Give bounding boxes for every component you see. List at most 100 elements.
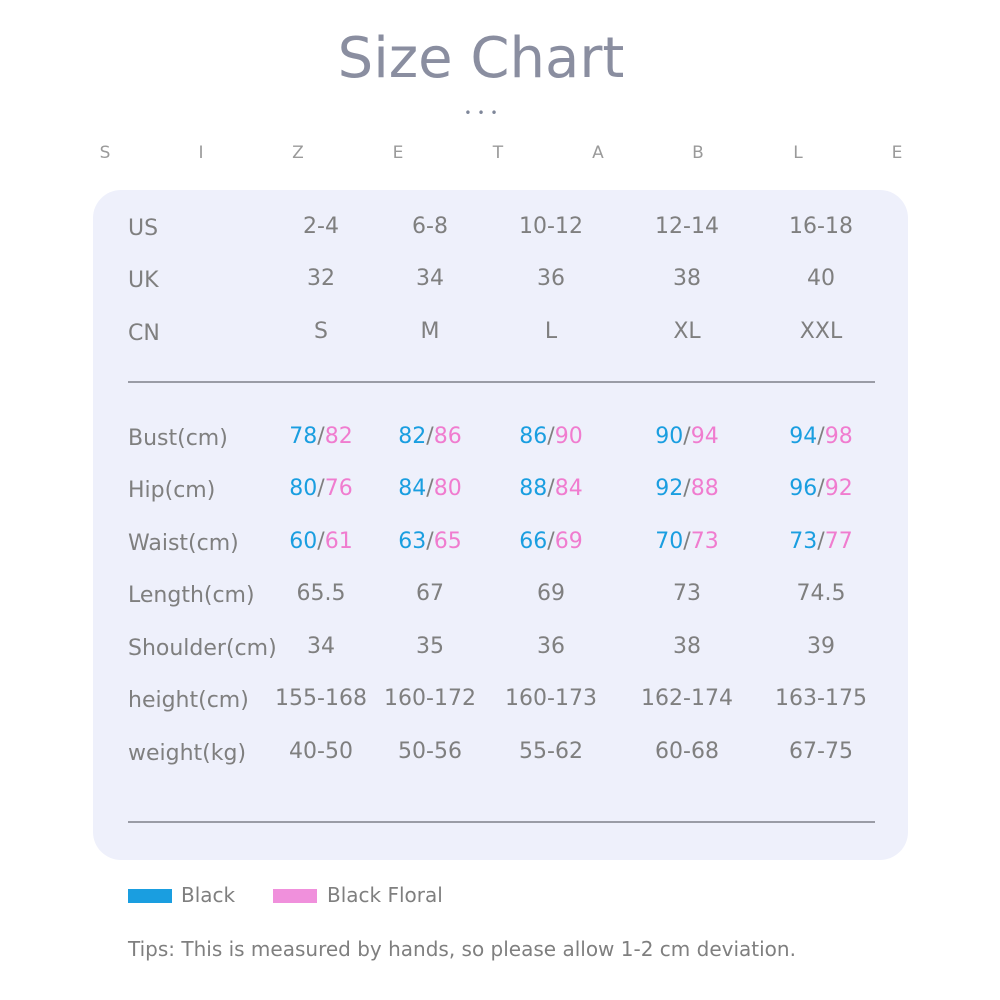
dual-value-cell: 94/98 bbox=[789, 424, 852, 449]
measure-cell: 39 bbox=[807, 634, 835, 659]
value-separator: / bbox=[547, 476, 555, 501]
floral-value: 94 bbox=[690, 424, 719, 449]
measure-cell: 67-75 bbox=[789, 739, 853, 764]
dual-value-cell: 63/65 bbox=[398, 529, 461, 554]
value-separator: / bbox=[426, 529, 434, 554]
value-separator: / bbox=[317, 424, 325, 449]
measure-cell: 40-50 bbox=[289, 739, 353, 764]
value-separator: / bbox=[817, 424, 825, 449]
size-cell: M bbox=[420, 319, 440, 344]
black-value: 84 bbox=[398, 476, 427, 501]
floral-value: 88 bbox=[690, 476, 719, 501]
size-table-panel bbox=[93, 190, 908, 860]
floral-value: 73 bbox=[690, 529, 719, 554]
measure-cell: 67 bbox=[416, 581, 444, 606]
dual-value-cell: 66/69 bbox=[519, 529, 582, 554]
legend-swatch-black bbox=[128, 889, 172, 903]
size-cell: 16-18 bbox=[789, 214, 853, 239]
legend-swatch-floral bbox=[273, 889, 317, 903]
value-separator: / bbox=[317, 529, 325, 554]
tips-note: Tips: This is measured by hands, so plea… bbox=[128, 937, 796, 961]
row-label: weight(kg) bbox=[128, 741, 247, 766]
floral-value: 69 bbox=[554, 529, 583, 554]
size-cell: 38 bbox=[673, 266, 701, 291]
measure-cell: 73 bbox=[673, 581, 701, 606]
legend-label-black: Black bbox=[181, 883, 236, 907]
floral-value: 82 bbox=[324, 424, 353, 449]
row-label: Length(cm) bbox=[128, 583, 255, 608]
dual-value-cell: 88/84 bbox=[519, 476, 582, 501]
measure-cell: 160-172 bbox=[384, 686, 476, 711]
measure-cell: 35 bbox=[416, 634, 444, 659]
subtitle-letter: T bbox=[492, 143, 504, 163]
black-value: 66 bbox=[519, 529, 548, 554]
legend-label-floral: Black Floral bbox=[327, 883, 443, 907]
size-cell: S bbox=[314, 319, 328, 344]
subtitle-letter: Z bbox=[292, 143, 304, 163]
dual-value-cell: 96/92 bbox=[789, 476, 852, 501]
size-cell: 34 bbox=[416, 266, 444, 291]
size-cell: 36 bbox=[537, 266, 565, 291]
black-value: 88 bbox=[519, 476, 548, 501]
measure-cell: 34 bbox=[307, 634, 335, 659]
dual-value-cell: 92/88 bbox=[655, 476, 718, 501]
value-separator: / bbox=[683, 424, 691, 449]
black-value: 82 bbox=[398, 424, 427, 449]
dual-value-cell: 82/86 bbox=[398, 424, 461, 449]
floral-value: 92 bbox=[824, 476, 853, 501]
subtitle-letter: L bbox=[793, 143, 803, 163]
measure-cell: 60-68 bbox=[655, 739, 719, 764]
size-cell: 2-4 bbox=[303, 214, 339, 239]
subtitle-letter: E bbox=[891, 143, 903, 163]
value-separator: / bbox=[817, 529, 825, 554]
size-cell: 12-14 bbox=[655, 214, 719, 239]
floral-value: 61 bbox=[324, 529, 353, 554]
row-label: Shoulder(cm) bbox=[128, 636, 277, 661]
size-cell: 32 bbox=[307, 266, 335, 291]
black-value: 96 bbox=[789, 476, 818, 501]
black-value: 63 bbox=[398, 529, 427, 554]
row-label: Bust(cm) bbox=[128, 426, 228, 451]
black-value: 86 bbox=[519, 424, 548, 449]
subtitle-letter: I bbox=[198, 143, 204, 163]
page-title: Size Chart bbox=[337, 26, 625, 91]
floral-value: 90 bbox=[554, 424, 583, 449]
floral-value: 77 bbox=[824, 529, 853, 554]
dual-value-cell: 80/76 bbox=[289, 476, 352, 501]
measure-cell: 65.5 bbox=[296, 581, 346, 606]
title-dots: ••• bbox=[464, 106, 504, 120]
value-separator: / bbox=[317, 476, 325, 501]
dual-value-cell: 70/73 bbox=[655, 529, 718, 554]
dual-value-cell: 78/82 bbox=[289, 424, 352, 449]
dual-value-cell: 73/77 bbox=[789, 529, 852, 554]
black-value: 73 bbox=[789, 529, 818, 554]
black-value: 78 bbox=[289, 424, 318, 449]
size-cell: 6-8 bbox=[412, 214, 448, 239]
measure-cell: 50-56 bbox=[398, 739, 462, 764]
subtitle-letter: A bbox=[592, 143, 604, 163]
size-cell: 40 bbox=[807, 266, 835, 291]
value-separator: / bbox=[426, 424, 434, 449]
measure-cell: 36 bbox=[537, 634, 565, 659]
measure-cell: 74.5 bbox=[796, 581, 846, 606]
size-cell: XL bbox=[673, 319, 701, 344]
row-label: US bbox=[128, 216, 159, 241]
subtitle-letter: B bbox=[692, 143, 704, 163]
floral-value: 80 bbox=[433, 476, 462, 501]
subtitle-letter: E bbox=[392, 143, 404, 163]
floral-value: 76 bbox=[324, 476, 353, 501]
black-value: 92 bbox=[655, 476, 684, 501]
size-cell: 10-12 bbox=[519, 214, 583, 239]
row-label: CN bbox=[128, 321, 160, 346]
measure-cell: 162-174 bbox=[641, 686, 733, 711]
value-separator: / bbox=[683, 529, 691, 554]
size-cell: XXL bbox=[799, 319, 843, 344]
dual-value-cell: 84/80 bbox=[398, 476, 461, 501]
value-separator: / bbox=[817, 476, 825, 501]
value-separator: / bbox=[426, 476, 434, 501]
measure-cell: 55-62 bbox=[519, 739, 583, 764]
measure-cell: 160-173 bbox=[505, 686, 597, 711]
black-value: 90 bbox=[655, 424, 684, 449]
black-value: 60 bbox=[289, 529, 318, 554]
value-separator: / bbox=[547, 529, 555, 554]
